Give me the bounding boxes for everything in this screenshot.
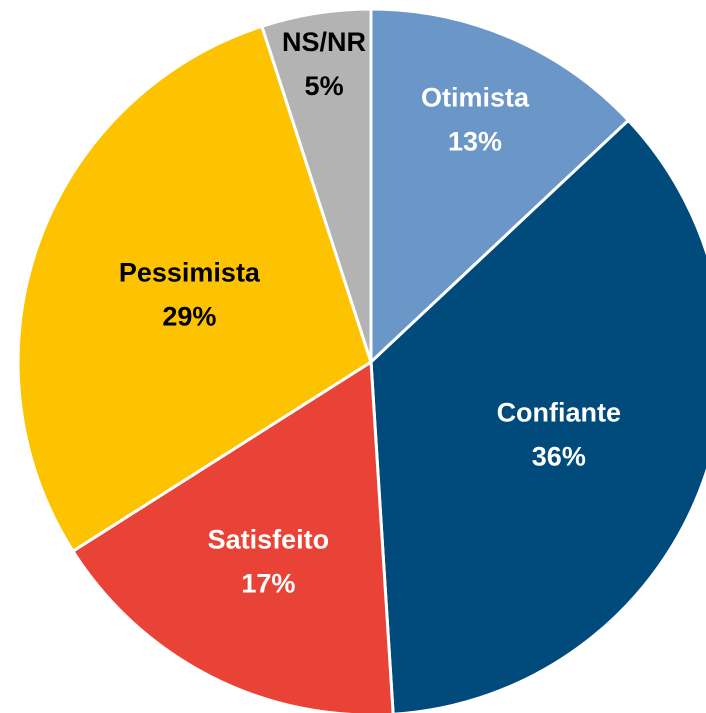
slice-value-label: 17% [241,568,295,598]
pie-slice [369,7,631,366]
pie-slice [369,118,706,713]
slice-label: Confiante [497,397,622,427]
slice-value-label: 36% [532,441,586,471]
slice-label: Pessimista [119,258,261,288]
pie-slice [260,7,373,363]
slice-value-label: 13% [448,127,502,157]
slice-label: Satisfeito [208,524,330,554]
pie-slice [16,24,373,554]
slice-value-label: 29% [162,302,216,332]
slice-value-label: 5% [305,71,344,101]
slice-label: NS/NR [282,27,366,57]
slice-label: Otimista [421,83,530,113]
pie-slice [70,359,395,713]
